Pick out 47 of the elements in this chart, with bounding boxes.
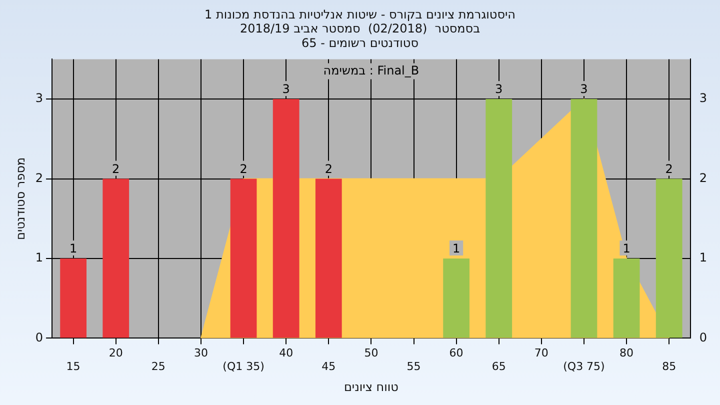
x-tick-label: 70 [534,346,548,360]
data-label: 1 [452,242,460,256]
data-label: 3 [282,82,290,96]
bar [272,99,300,338]
y-tick-label: 0 [35,330,44,344]
x-tick-label: 40 [279,346,294,360]
x-tick-label: (Q3 75) [563,360,605,373]
y-tick-label: 3 [35,91,44,106]
x-tick-label: 80 [620,346,634,360]
data-label: 2 [665,162,673,176]
bar [486,99,512,338]
x-tick-label: 50 [364,346,378,360]
annotation: במשימה : Final_B [323,63,420,78]
x-tick-label: 55 [406,360,421,373]
bar [102,178,130,338]
bar [613,258,640,338]
bar [443,258,470,338]
bar [60,258,87,338]
x-tick-label: 85 [662,360,676,373]
data-label: 1 [69,242,78,256]
data-label: 2 [240,162,248,176]
bar [230,178,257,338]
x-tick-label: 20 [108,346,123,360]
data-label: 2 [324,162,332,176]
data-label: 3 [580,82,588,96]
data-label: 3 [495,82,503,96]
y-axis-title: מספר סטודנטים [13,157,28,240]
x-tick-label: 15 [66,360,80,373]
bar [570,99,598,338]
x-tick-label: 60 [449,346,464,360]
chart-title: היסטוגרמת ציונים בקורס - שיטות אנליטיות בהנדסת מכונות 1 בסמסטר (02/2018) סמסטר אביב 2018/19 סטודנטים רשומים - 65 [204,7,516,50]
data-label: 2 [112,162,120,176]
y-tick-label: 2 [35,170,44,185]
x-tick-label: 45 [322,360,336,373]
x-tick-label: (Q1 35) [222,360,264,373]
x-tick-label: 25 [151,360,166,373]
x-tick-label: 30 [194,346,208,360]
y-tick-label: 1 [35,250,44,265]
x-axis-title: טווח ציונים [344,380,399,394]
data-label: 1 [622,242,630,256]
y2-tick-label: 3 [699,91,708,106]
y2-tick-label: 1 [699,250,708,265]
y2-tick-label: 2 [699,170,708,185]
bar [656,178,682,338]
bar [315,178,342,338]
x-tick-label: 65 [492,360,506,373]
y2-tick-label: 0 [699,330,708,344]
